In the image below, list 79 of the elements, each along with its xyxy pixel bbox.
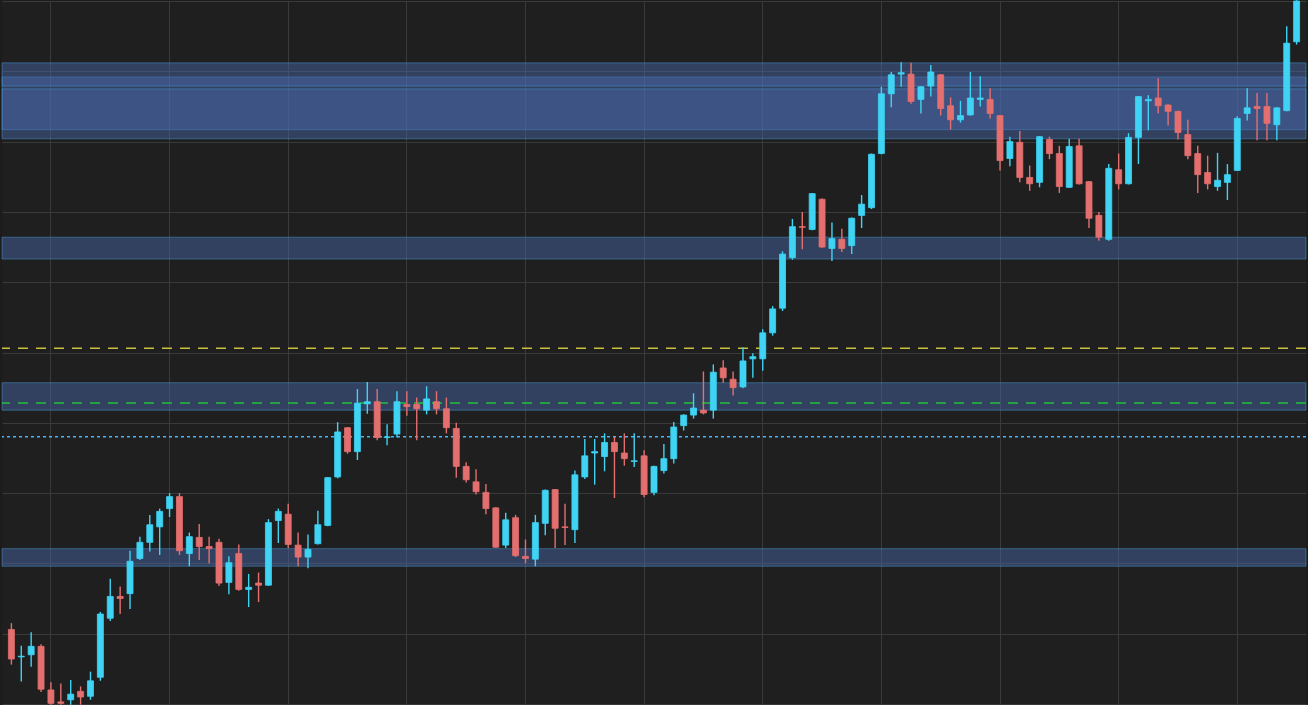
candlestick [798,211,806,250]
candlestick [522,539,529,564]
candlestick [1115,153,1123,190]
candlestick [1144,95,1152,131]
candlestick [1154,78,1162,114]
candlestick [838,228,846,252]
candlestick [462,462,470,483]
candlestick [245,573,253,607]
candlestick [581,438,589,480]
candlestick [601,433,608,472]
candlestick [146,514,154,552]
candlestick [1046,136,1053,160]
candlestick [858,195,866,229]
candlestick [690,393,697,419]
candlestick [1164,104,1172,126]
candlestick [255,572,262,603]
candlestick [976,76,984,107]
candlestick [304,534,312,569]
candlestick [986,88,994,119]
candlestick [729,371,737,396]
candlestick [947,97,954,130]
candlestick [106,578,114,622]
candlestick [1194,145,1202,193]
candlestick [136,536,144,560]
candlestick [383,424,391,446]
candlestick [1224,164,1231,200]
candlestick [274,508,282,544]
candlestick [205,536,213,564]
candlestick [116,586,124,615]
candlestick [482,483,490,515]
candlestick [27,632,35,667]
candlestick [413,397,421,441]
candlestick [472,469,480,495]
candlestick [660,443,668,474]
candlestick [166,493,173,517]
candlestick [1204,155,1212,190]
candlestick [47,682,55,705]
candlestick [1174,110,1182,140]
candlestick [887,72,895,108]
candlestick [1253,93,1261,141]
candlestick [719,360,727,383]
candlestick [314,510,322,545]
candlestick [1214,152,1221,191]
candlestick [17,645,25,682]
candlestick [363,382,371,414]
candlestick [1006,136,1014,167]
candlestick [294,532,302,567]
candlestick [1243,88,1251,121]
candlestick [611,436,618,499]
candlestick [897,62,905,87]
candlestick [1263,93,1271,141]
candlestick [225,556,233,595]
candlestick [957,100,964,123]
candlestick [1184,119,1192,160]
candlestick [442,397,450,434]
candlestick [1095,211,1103,241]
candlestick [769,306,777,336]
candlestick [403,391,411,416]
candlestick [1273,107,1281,141]
candlestick [185,532,193,567]
candlestick [620,433,628,466]
candlestick [561,503,569,546]
candlestick [927,64,935,97]
candlestick [344,427,351,454]
candlestick [57,683,65,705]
candlestick [828,222,836,262]
candlestick [630,433,638,468]
candlestick [67,680,75,705]
candlestick [917,86,925,114]
candlestick [700,371,707,415]
candlestick [966,72,974,116]
candlestick [433,391,440,415]
candlestick [195,524,203,560]
candlestick [156,508,164,555]
candlestick [591,438,599,485]
candlestick [87,671,94,700]
candlestick [749,353,757,378]
candlestick [1026,165,1034,191]
candlestick [423,386,431,415]
